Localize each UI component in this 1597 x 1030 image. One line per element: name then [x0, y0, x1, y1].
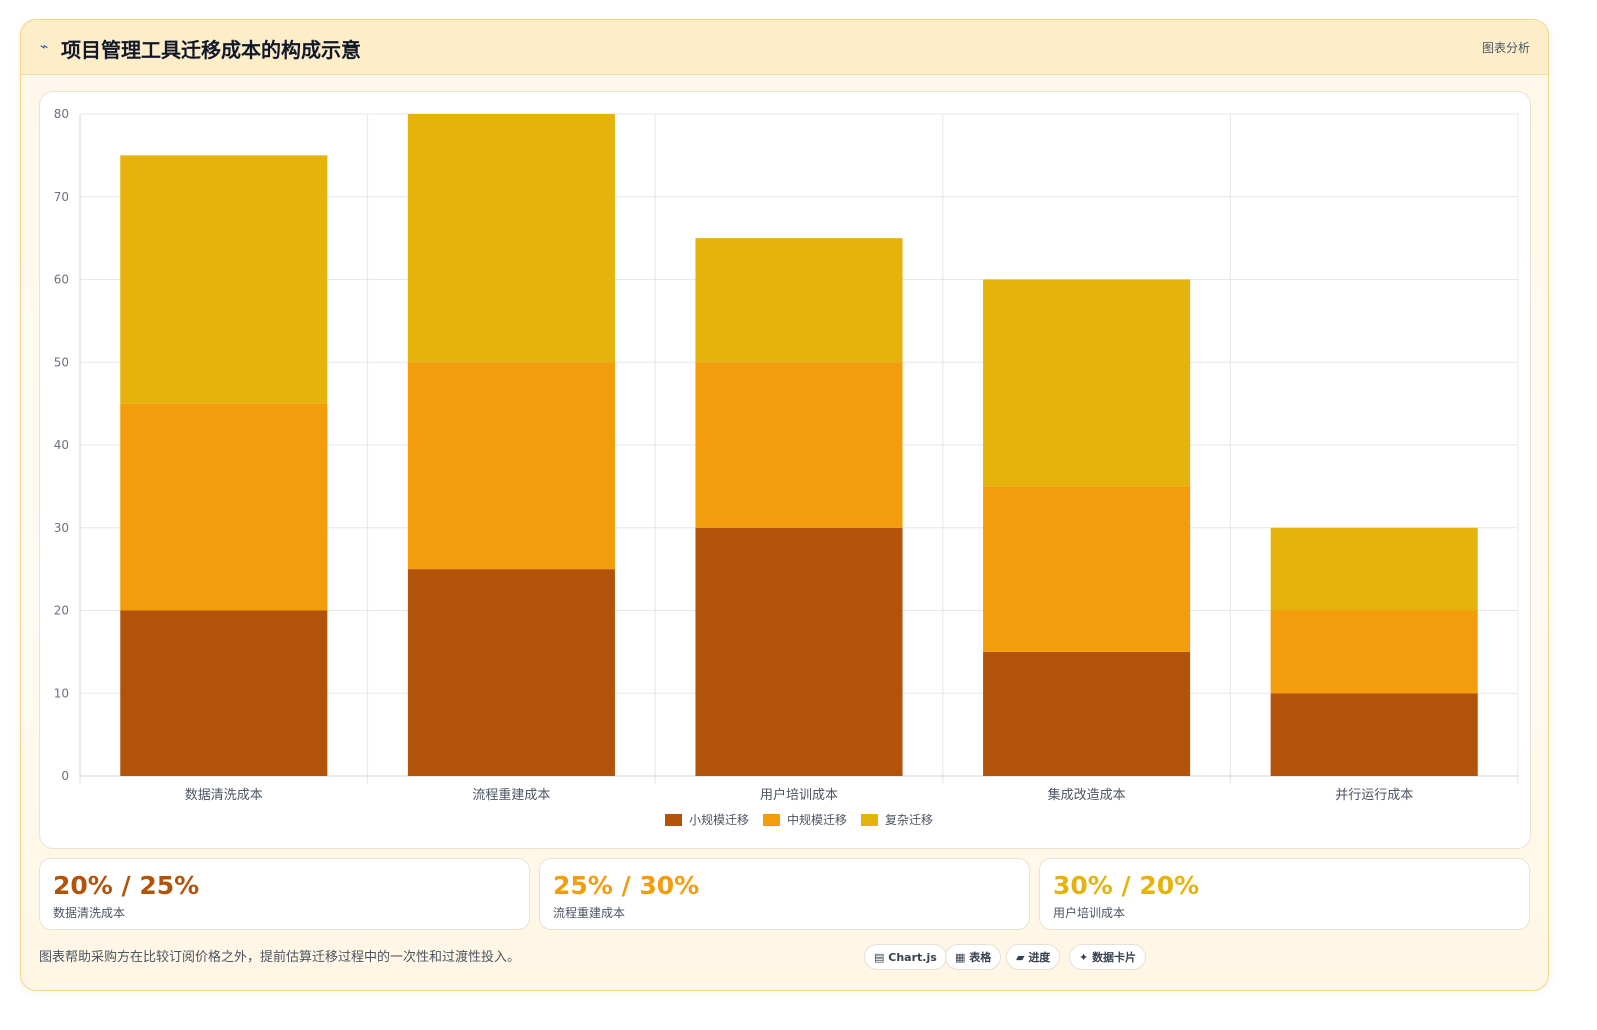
- y-tick-label: 20: [54, 604, 69, 618]
- bar-segment: [120, 610, 328, 776]
- bar-segment: [1270, 693, 1478, 776]
- stat-card-3: 30% / 20% 用户培训成本: [1039, 858, 1530, 930]
- chart-panel: 0 10 20 30 40 50 60 70 80 数据清洗成本 流程重建成本 用户培训成本 集成改造成…: [39, 91, 1531, 849]
- stacked-bar-chart: 0 10 20 30 40 50 60 70 80 数据清洗成本 流程重建成本 用户培训成本 集成改造成…: [54, 107, 1519, 827]
- stat-card-2: 25% / 30% 流程重建成本: [539, 858, 1030, 930]
- stat-value: 25% / 30%: [553, 871, 700, 900]
- chip-chartjs[interactable]: ▤ Chart.js: [864, 944, 947, 970]
- stat-value: 30% / 20%: [1053, 871, 1200, 900]
- chart-icon: ▤: [874, 951, 885, 964]
- chart-card: ⌁ 项目管理工具迁移成本的构成示意 图表分析 0 10 20 30 40 50 60 70 80…: [20, 19, 1549, 991]
- x-tick-label: 并行运行成本: [1335, 788, 1413, 803]
- bar-segment: [1270, 527, 1478, 611]
- bar-segment: [407, 114, 615, 363]
- chip-label: Chart.js: [888, 951, 937, 964]
- bar-segment: [1270, 610, 1478, 694]
- legend-label: 中规模迁移: [787, 812, 847, 827]
- bar-segment: [983, 651, 1191, 776]
- bar-segment: [407, 569, 615, 776]
- bar-segment: [407, 362, 615, 570]
- legend-swatch: [665, 814, 682, 826]
- bar-segment: [695, 362, 903, 528]
- chip-label: 进度: [1028, 951, 1051, 964]
- chip-table[interactable]: ▦ 表格: [945, 944, 1002, 970]
- y-tick-label: 10: [54, 686, 69, 700]
- legend-label: 复杂迁移: [885, 813, 933, 827]
- bar-segment: [695, 527, 903, 776]
- legend-swatch: [861, 814, 878, 826]
- y-tick-label: 40: [54, 438, 69, 452]
- stat-label: 流程重建成本: [553, 906, 626, 920]
- chart-analysis-link[interactable]: 图表分析: [1481, 41, 1530, 55]
- x-tick-label: 集成改造成本: [1048, 787, 1126, 803]
- table-icon: ▦: [955, 951, 966, 964]
- chip-data-card[interactable]: ✦ 数据卡片: [1069, 944, 1147, 970]
- legend-label: 小规模迁移: [689, 812, 749, 827]
- y-tick-label: 60: [54, 273, 69, 287]
- legend-swatch: [763, 814, 780, 826]
- x-tick-label: 数据清洗成本: [185, 788, 263, 803]
- y-tick-label: 80: [54, 107, 69, 121]
- stat-value: 20% / 25%: [53, 871, 200, 900]
- stat-label: 用户培训成本: [1053, 906, 1126, 920]
- stat-card-1: 20% / 25% 数据清洗成本: [39, 858, 530, 930]
- bar-segment: [120, 403, 328, 611]
- y-tick-label: 50: [54, 355, 69, 369]
- chart-icon: ⌁: [40, 39, 49, 55]
- card-icon: ✦: [1079, 951, 1089, 964]
- bar-segment: [983, 279, 1191, 487]
- bar-segment: [120, 155, 328, 404]
- chip-progress[interactable]: ▰ 进度: [1006, 944, 1061, 970]
- stat-label: 数据清洗成本: [53, 906, 126, 920]
- bar-segment: [983, 486, 1191, 652]
- y-tick-label: 30: [54, 521, 69, 535]
- y-tick-label: 70: [54, 190, 69, 204]
- y-tick-label: 0: [61, 769, 69, 783]
- bar-segment: [695, 238, 903, 363]
- chip-label: 表格: [969, 951, 992, 964]
- footnote: 图表帮助采购方在比较订阅价格之外，提前估算迁移过程中的一次性和过渡性投入。: [39, 950, 521, 965]
- x-tick-label: 用户培训成本: [760, 787, 838, 803]
- x-tick-label: 流程重建成本: [472, 787, 550, 803]
- card-header: ⌁ 项目管理工具迁移成本的构成示意 图表分析: [21, 20, 1548, 75]
- progress-icon: ▰: [1016, 951, 1025, 964]
- page-title: 项目管理工具迁移成本的构成示意: [61, 38, 361, 62]
- chip-label: 数据卡片: [1092, 951, 1137, 964]
